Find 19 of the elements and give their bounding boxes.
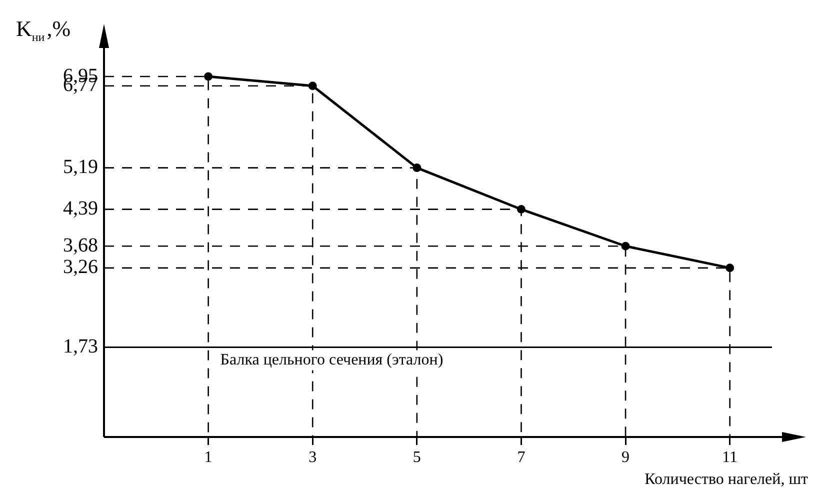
x-axis-title: Количество нагелей, шт (644, 471, 808, 488)
x-tick-label: 7 (517, 448, 526, 466)
x-tick-label: 9 (622, 448, 630, 466)
x-tick-label: 3 (308, 448, 317, 466)
point (308, 82, 317, 90)
x-tick-label: 11 (722, 448, 738, 466)
y-tick-label: 3,68 (63, 234, 98, 256)
y-tick-label: 4,39 (63, 198, 98, 220)
point (516, 205, 526, 214)
x-tick-label: 1 (204, 448, 212, 466)
point (204, 72, 213, 81)
point (412, 164, 422, 172)
point (621, 242, 630, 250)
point (726, 264, 734, 272)
x-tick-label: 5 (412, 448, 421, 466)
y-tick-label: 5,19 (63, 156, 98, 178)
y-tick-label: 1,73 (63, 336, 98, 358)
ref-line-label: Балка цельного сечения (эталон) (220, 351, 444, 368)
y-tick-label: 3,26 (63, 256, 98, 278)
